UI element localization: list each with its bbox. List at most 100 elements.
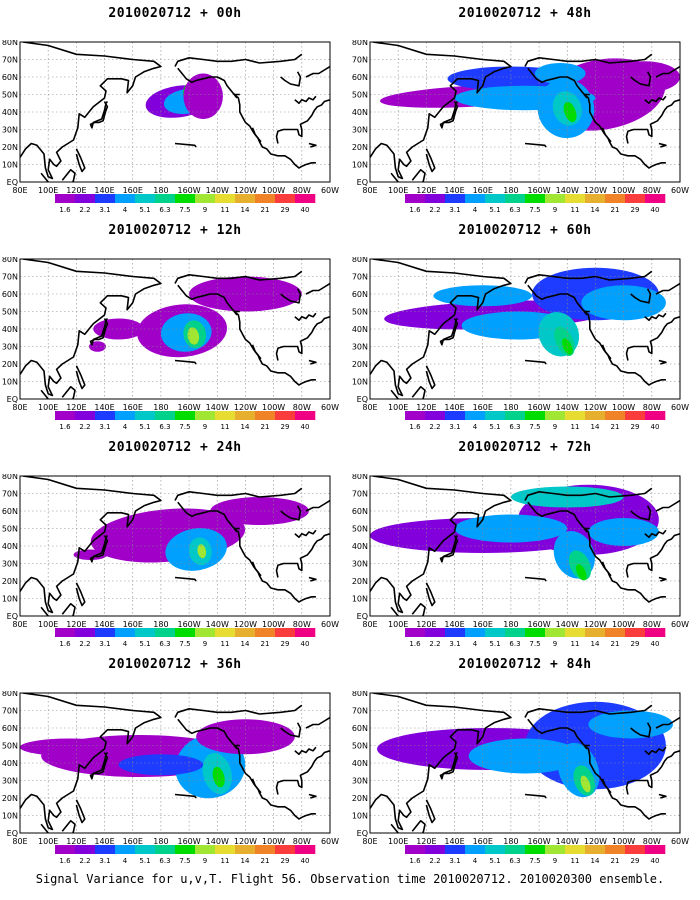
coastline [174, 487, 303, 501]
coastline [527, 67, 666, 169]
coastline [644, 312, 667, 322]
coastline [601, 778, 612, 794]
colorbar-swatch [425, 411, 446, 420]
lat-tick-label: 40N [2, 325, 18, 334]
map-frame [19, 41, 331, 183]
colorbar-swatch [55, 411, 76, 420]
lon-tick-label: 140W [556, 186, 579, 195]
lon-tick-label: 140W [206, 620, 229, 629]
colorbar-label: 5.1 [489, 640, 500, 648]
lon-tick-label: 160E [123, 403, 143, 412]
panel-title: 2010020712 + 00h [108, 6, 242, 21]
lon-tick-label: 180 [503, 837, 518, 846]
coastline [233, 310, 240, 316]
coastline [61, 603, 76, 616]
colorbar-label: 11 [221, 857, 230, 865]
coastline [425, 365, 436, 390]
coastline [625, 533, 680, 578]
lon-tick-label: 160E [473, 620, 493, 629]
colorbar-label: 3.1 [449, 640, 460, 648]
lon-tick-label: 80W [643, 403, 661, 412]
coastline [583, 310, 590, 316]
lon-tick-label: 80W [293, 186, 311, 195]
colorbar-label: 3.1 [99, 206, 110, 214]
colorbar-swatch [605, 628, 626, 637]
lat-tick-label: 40N [2, 542, 18, 551]
coastline [89, 535, 109, 563]
colorbar-swatch [565, 628, 586, 637]
coastline [658, 359, 667, 365]
lon-tick-label: 120E [416, 186, 436, 195]
colorbar: 1.6 2.2 3.1 4 5.1 6.3 7.5 9 11 14 21 29 40 [55, 628, 316, 648]
colorbar-label: 4 [473, 857, 478, 865]
lat-tick-label: 80N [352, 257, 368, 264]
coastline [174, 53, 303, 67]
colorbar-swatch [175, 194, 196, 203]
lat-tick-label: 80N [2, 40, 18, 47]
colorbar: 1.6 2.2 3.1 4 5.1 6.3 7.5 9 11 14 21 29 40 [55, 845, 316, 865]
panel-title: 2010020712 + 72h [458, 440, 592, 455]
colorbar-swatch [75, 628, 96, 637]
coastline [174, 704, 303, 718]
lat-tick-label: 20N [352, 143, 368, 152]
coastline [280, 722, 302, 738]
colorbar-swatch [215, 194, 236, 203]
colorbar-swatch [465, 845, 486, 854]
coastline [294, 312, 317, 322]
variance-contour [187, 327, 200, 345]
colorbar-swatch [115, 628, 136, 637]
coastline [20, 476, 162, 614]
colorbar-swatch [275, 411, 296, 420]
lon-tick-label: 60W [671, 403, 689, 412]
variance-contour [210, 497, 309, 525]
colorbar-swatch [565, 845, 586, 854]
lon-tick-label: 100W [612, 186, 635, 195]
colorbar-label: 1.6 [59, 423, 71, 431]
colorbar-swatch [295, 845, 316, 854]
lat-tick-label: 30N [2, 343, 18, 352]
coastline [174, 142, 197, 148]
panel-84h: 2010020712 + 84h 80E 100E 120E 140E 160E 180 1… [350, 651, 700, 871]
colorbar-label: 1.6 [409, 423, 421, 431]
lon-tick-label: 100W [262, 620, 285, 629]
coastline [655, 65, 680, 78]
variance-field [370, 476, 680, 616]
map-frame [19, 692, 331, 834]
lon-tick-label: 60W [321, 403, 339, 412]
lat-tick-label: 60N [2, 507, 18, 516]
colorbar-swatch [155, 628, 176, 637]
variance-map: 80E 100E 120E 140E 160E 180 160W 140W 120W 100W 80… [2, 474, 339, 629]
colorbar-swatch [255, 628, 276, 637]
variance-field [20, 42, 330, 182]
colorbar-swatch [605, 411, 626, 420]
colorbar-label: 6.3 [159, 206, 170, 214]
colorbar-label: 40 [301, 206, 310, 214]
panel-72h: 2010020712 + 72h 80E 100E 120E 140E 160E 180 1… [350, 434, 700, 654]
colorbar-swatch [295, 194, 316, 203]
lon-tick-label: 160W [527, 620, 550, 629]
lon-tick-label: 180 [153, 837, 168, 846]
colorbar-swatch [255, 411, 276, 420]
coastline [40, 172, 50, 182]
colorbar-swatch [405, 194, 426, 203]
coastline [40, 606, 50, 616]
lat-tick-label: 60N [352, 290, 368, 299]
colorbar-swatch [485, 628, 506, 637]
lon-tick-label: 80E [12, 620, 27, 629]
colorbar: 1.6 2.2 3.1 4 5.1 6.3 7.5 9 11 14 21 29 40 [55, 411, 316, 431]
colorbar-label: 3.1 [99, 423, 110, 431]
lon-tick-label: 100W [612, 620, 635, 629]
colorbar-label: 21 [261, 640, 270, 648]
coastline [61, 820, 76, 833]
variance-contour [73, 549, 108, 560]
colorbar-label: 29 [631, 423, 640, 431]
colorbar-label: 3.1 [99, 640, 110, 648]
lon-tick-label: 100E [388, 837, 408, 846]
colorbar-label: 6.3 [509, 857, 520, 865]
coastline [527, 284, 666, 386]
lon-tick-label: 100W [612, 837, 635, 846]
lon-tick-label: 100W [262, 403, 285, 412]
colorbar-label: 14 [241, 857, 250, 865]
colorbar-label: 9 [553, 857, 557, 865]
lon-tick-label: 160E [473, 186, 493, 195]
